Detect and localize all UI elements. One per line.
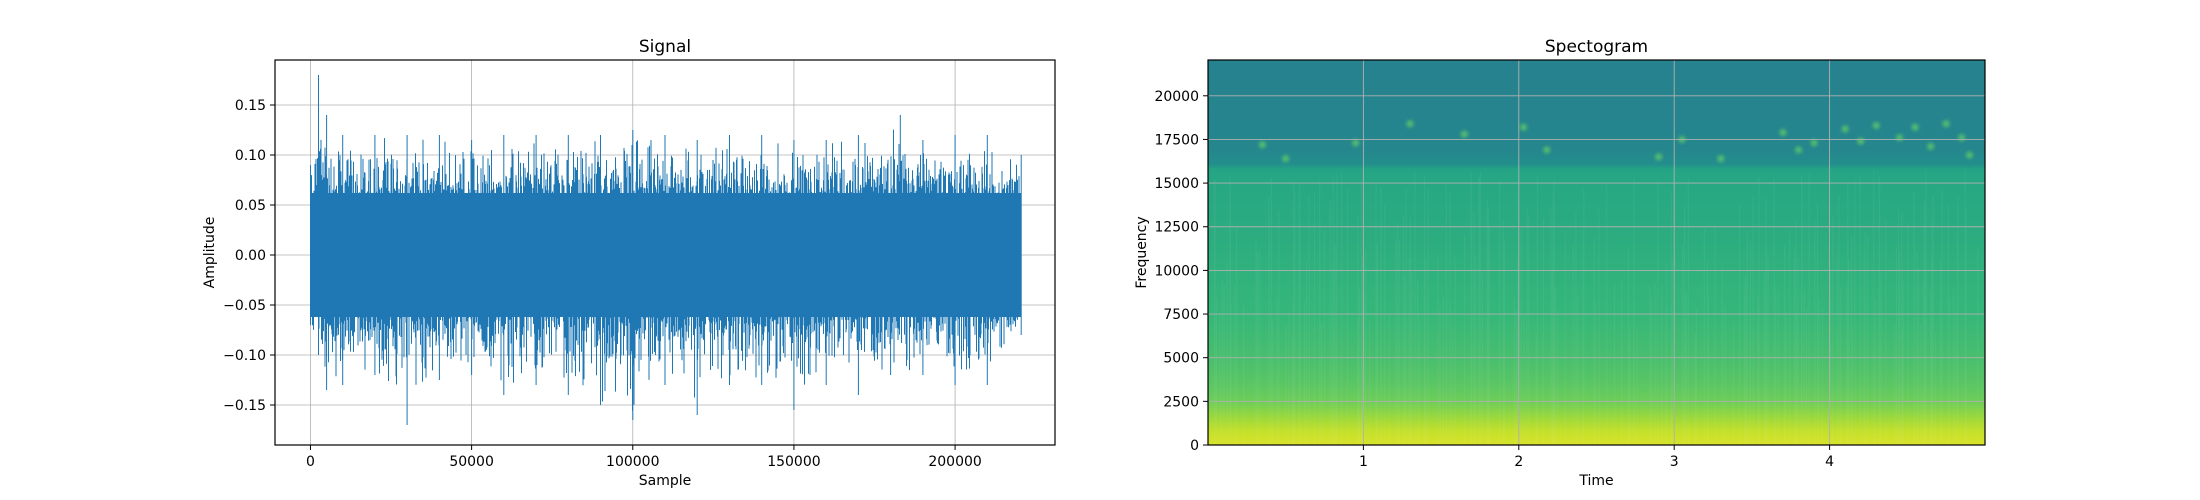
spectrogram-highlight [1779, 128, 1787, 136]
spectrogram-highlight [1352, 139, 1360, 147]
spectrogram-highlight [1258, 141, 1266, 149]
signal-x-tick-label: 100000 [606, 454, 659, 470]
spectrogram-highlight [1810, 139, 1818, 147]
signal-y-tick-label: 0.05 [235, 198, 266, 214]
spectrogram-y-tick-label: 5000 [1163, 351, 1199, 367]
spectrogram-y-tick-label: 20000 [1154, 89, 1199, 105]
spectrogram-highlight [1543, 146, 1551, 154]
signal-panel: 0 50000 100000 150000 200000 −0.15 −0.10 −0.05 0… [202, 37, 1056, 489]
spectrogram-highlight [1911, 123, 1919, 131]
spectrogram-highlight [1942, 120, 1950, 128]
signal-x-tick-label: 50000 [449, 454, 494, 470]
spectrogram-x-tick-label: 1 [1359, 454, 1368, 470]
signal-ticks: 0 50000 100000 150000 200000 −0.15 −0.10 −0.05 0… [223, 98, 982, 470]
spectrogram-highlight [1519, 123, 1527, 131]
spectrogram-y-tick-label: 2500 [1163, 394, 1199, 410]
signal-title: Signal [639, 37, 691, 57]
spectrogram-highlight [1406, 120, 1414, 128]
signal-x-tick-label: 200000 [928, 454, 981, 470]
signal-y-tick-label: 0.15 [235, 98, 266, 114]
spectrogram-y-tick-label: 12500 [1154, 220, 1199, 236]
signal-ylabel: Amplitude [202, 217, 218, 289]
spectrogram-x-tick-label: 3 [1670, 454, 1679, 470]
signal-axes-frame [274, 59, 1056, 446]
spectrogram-grid [1208, 60, 1985, 446]
signal-plot [310, 75, 1022, 425]
spectrogram-y-tick-label: 17500 [1154, 132, 1199, 148]
spectrogram-y-tick-label: 7500 [1163, 307, 1199, 323]
spectrogram-image [1208, 60, 1985, 445]
signal-y-tick-label: −0.15 [223, 398, 266, 414]
spectrogram-highlight [1927, 142, 1935, 150]
spectrogram-x-tick-label: 2 [1514, 454, 1523, 470]
spectrogram-highlight [1460, 130, 1468, 138]
signal-y-tick-label: −0.10 [223, 348, 266, 364]
spectrogram-ticks: 1 2 3 4 0 2500 5000 7500 10000 12500 15000 17500 200… [1154, 89, 1834, 470]
spectrogram-y-tick-label: 15000 [1154, 176, 1199, 192]
spectrogram-axes-frame [1207, 59, 1986, 446]
signal-y-tick-label: −0.05 [223, 298, 266, 314]
signal-y-tick-label: 0.10 [235, 148, 266, 164]
signal-xlabel: Sample [639, 473, 692, 489]
spectrogram-highlight [1282, 155, 1290, 163]
spectrogram-highlight [1795, 146, 1803, 154]
spectrogram-y-tick-label: 0 [1190, 438, 1199, 454]
spectrogram-highlight [1857, 137, 1865, 145]
spectrogram-y-tick-label: 10000 [1154, 263, 1199, 279]
spectrogram-x-tick-label: 4 [1825, 454, 1834, 470]
spectrogram-title: Spectogram [1545, 37, 1648, 57]
signal-y-tick-label: 0.00 [235, 248, 266, 264]
spectrogram-highlight [1958, 134, 1966, 142]
spectrogram-texture [1213, 169, 1979, 445]
spectrogram-ylabel: Frequency [1134, 216, 1150, 288]
spectrogram-highlight [1655, 153, 1663, 161]
spectrogram-texture-lines [1213, 169, 1979, 445]
spectrogram-highlight [1717, 155, 1725, 163]
spectrogram-panel: 1 2 3 4 0 2500 5000 7500 10000 12500 15000 17500 200… [1134, 37, 1986, 489]
spectrogram-highlight [1965, 151, 1973, 159]
spectrogram-highlight [1872, 121, 1880, 129]
spectrogram-xlabel: Time [1578, 473, 1613, 489]
signal-x-tick-label: 0 [306, 454, 315, 470]
spectrogram-highlight [1896, 134, 1904, 142]
signal-x-tick-label: 150000 [767, 454, 820, 470]
signal-waveform-line [310, 75, 1022, 425]
spectrogram-highlight [1841, 125, 1849, 133]
